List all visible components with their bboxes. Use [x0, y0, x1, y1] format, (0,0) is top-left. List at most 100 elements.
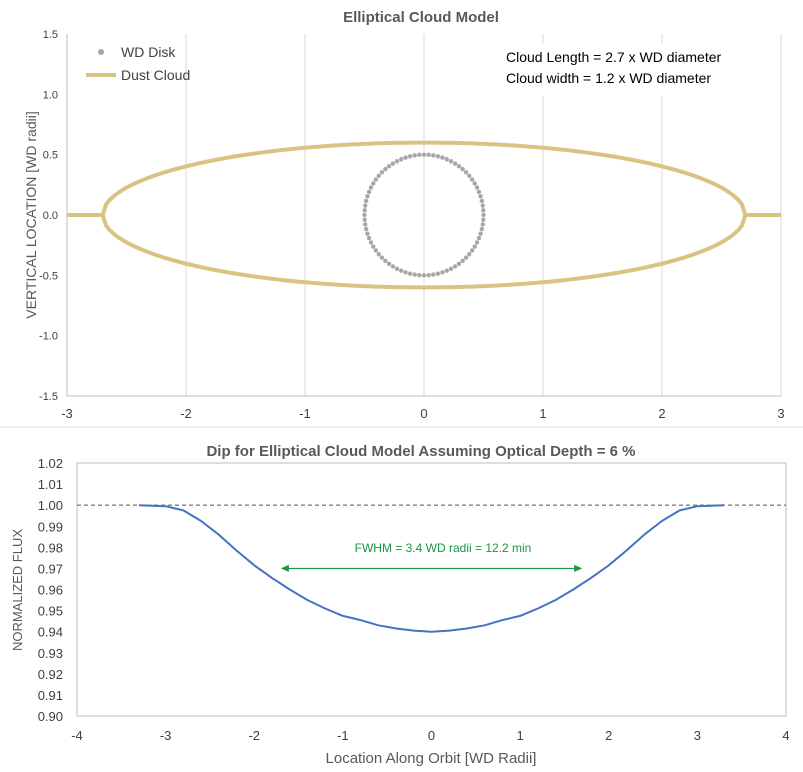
chart-2-y-tick-label: 0.92: [38, 667, 63, 682]
chart-2-y-tick-label: 0.94: [38, 625, 63, 640]
wd-disk-point: [467, 173, 472, 179]
chart-1-x-tick-label: -3: [61, 406, 73, 421]
wd-disk-point: [440, 270, 445, 275]
wd-disk-point: [362, 212, 367, 218]
wd-disk-point: [444, 157, 449, 162]
chart-1-x-tick-label: 2: [658, 406, 665, 421]
wd-disk-point: [365, 194, 370, 199]
wd-disk-point: [386, 261, 392, 267]
wd-disk-point: [421, 152, 427, 157]
wd-disk-point: [448, 159, 454, 164]
chart-2-y-tick-label: 0.99: [38, 519, 63, 534]
chart-1-x-tick-label: -2: [180, 406, 192, 421]
chart-1-x-tick-label: 3: [777, 406, 784, 421]
annotation-cloud-length: Cloud Length = 2.7 x WD diameter: [506, 49, 722, 65]
wd-disk-point: [394, 266, 400, 271]
wd-disk-point: [481, 208, 486, 213]
wd-disk-point: [376, 173, 381, 179]
chart-2-y-tick-label: 0.93: [38, 646, 63, 661]
chart-2-y-tick-label: 0.98: [38, 540, 63, 555]
chart-2-x-axis-label: Location Along Orbit [WD Radii]: [326, 750, 537, 767]
wd-disk-point: [452, 161, 458, 166]
wd-disk-point: [363, 226, 369, 232]
wd-disk-point: [379, 255, 385, 260]
chart-1: Elliptical Cloud Model -3 -2 -1 0 1 2 3 1.5 1.0…: [23, 9, 785, 421]
wd-disk-point: [435, 154, 441, 159]
wd-disk-point: [474, 240, 480, 245]
chart-1-y-ticks: 1.5 1.0 0.5 0.0 -0.5 -1.0 -1.5: [39, 29, 58, 403]
flux-dip-line: [138, 504, 725, 633]
wd-disk-point: [480, 203, 485, 208]
chart-1-y-tick-label: -1.5: [39, 391, 58, 403]
wd-disk-point: [476, 189, 482, 195]
wd-disk-point: [472, 244, 477, 249]
wd-disk-point: [412, 153, 417, 158]
chart-2-x-tick-label: -4: [71, 728, 83, 743]
wd-disk-point: [481, 212, 486, 218]
wd-disk-point: [479, 226, 485, 232]
annotation-box: [498, 44, 758, 96]
chart-1-legend: WD Disk Dust Cloud: [86, 44, 190, 83]
fwhm-arrowhead-left: [280, 564, 289, 572]
wd-disk-point: [365, 231, 370, 236]
wd-disk-point: [383, 166, 388, 172]
wd-disk-point: [373, 177, 379, 182]
wd-disk-point: [417, 272, 422, 278]
chart-2-y-tick-label: 1.02: [38, 456, 63, 471]
chart-2-x-tick-label: 4: [782, 728, 789, 743]
chart-1-y-tick-label: 0.5: [43, 150, 58, 162]
wd-disk-point: [479, 198, 485, 204]
wd-disk-point: [440, 155, 445, 160]
wd-disk-point: [379, 170, 385, 175]
chart-2-y-tick-label: 0.90: [38, 709, 63, 724]
wd-disk-point: [481, 217, 486, 222]
wd-disk-point: [431, 153, 436, 158]
wd-disk-point: [373, 248, 379, 253]
fwhm-annotation: FWHM = 3.4 WD radii = 12.2 min: [355, 541, 532, 555]
dust-cloud-lower-line: [67, 213, 781, 290]
chart-2-x-tick-label: 2: [605, 728, 612, 743]
wd-disk-point: [403, 155, 408, 160]
annotation-cloud-width: Cloud width = 1.2 x WD diameter: [506, 70, 711, 86]
legend-wd-disk-marker: [98, 49, 104, 55]
chart-1-x-ticks: -3 -2 -1 0 1 2 3: [61, 406, 784, 421]
chart-1-y-tick-label: -0.5: [39, 270, 58, 282]
wd-disk-point: [431, 272, 436, 277]
wd-disk-point: [407, 154, 413, 159]
wd-disk-point: [469, 248, 475, 253]
chart-2-x-tick-label: -2: [248, 728, 260, 743]
wd-disk-point: [366, 189, 372, 195]
chart-2-y-tick-label: 1.00: [38, 498, 63, 513]
wd-disk-point: [426, 272, 431, 278]
wd-disk-point: [460, 258, 465, 264]
wd-disk-point: [452, 264, 458, 269]
wd-disk-point: [368, 185, 374, 190]
fwhm-arrow: [280, 564, 583, 572]
chart-1-y-axis-label: VERTICAL LOCATION [WD radii]: [23, 111, 39, 318]
wd-disk-point: [371, 181, 376, 186]
chart-2-y-tick-label: 0.95: [38, 604, 63, 619]
wd-disk-point: [376, 251, 381, 257]
wd-disk-point: [456, 163, 462, 169]
wd-disk-point: [362, 208, 367, 213]
chart-2: Dip for Elliptical Cloud Model Assuming …: [10, 443, 790, 767]
wd-disk-point: [407, 271, 413, 276]
chart-2-plot-frame: [76, 462, 787, 717]
wd-disk-point: [460, 166, 465, 172]
dust-cloud-upper-line: [67, 140, 781, 217]
chart-1-y-tick-label: 1.0: [43, 89, 58, 101]
chart-1-x-tick-label: -1: [299, 406, 311, 421]
wd-disk-point: [467, 251, 472, 257]
chart-2-x-tick-label: -1: [337, 728, 349, 743]
chart-1-annotation: Cloud Length = 2.7 x WD diameter Cloud w…: [498, 44, 758, 96]
legend-dust-cloud-label: Dust Cloud: [121, 67, 190, 83]
wd-disk-point: [390, 161, 396, 166]
wd-disk-point: [390, 264, 396, 269]
wd-disk-point: [371, 244, 376, 249]
wd-disk-point: [417, 152, 422, 158]
wd-disk-point: [362, 217, 367, 222]
wd-disk-point: [363, 222, 368, 227]
wd-disk-point: [474, 185, 480, 190]
chart-2-x-ticks: -4 -3 -2 -1 0 1 2 3 4: [71, 728, 789, 743]
